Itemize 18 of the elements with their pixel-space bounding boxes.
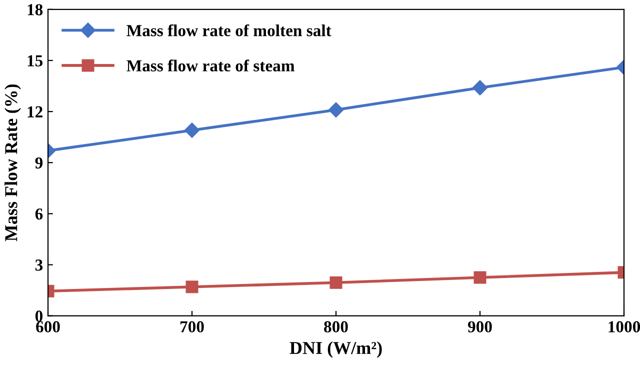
y-tick-label: 18 — [28, 4, 43, 16]
x-tick-label: 1000 — [608, 321, 640, 332]
legend-label: Mass flow rate of steam — [126, 60, 295, 72]
y-tick-label: 12 — [28, 106, 42, 118]
legend-label: Mass flow rate of molten salt — [126, 24, 332, 36]
point — [328, 102, 344, 118]
x-tick-label: 900 — [468, 321, 492, 332]
x-tick-label: 600 — [36, 321, 60, 332]
y-tick-label: 9 — [35, 157, 43, 169]
y-tick-label: 3 — [35, 260, 43, 271]
y-tick-label: 15 — [28, 55, 43, 66]
x-tick-label: 700 — [180, 321, 204, 332]
y-tick-label: 6 — [35, 208, 43, 220]
x-axis-title: DNI (W/m²) — [290, 341, 382, 358]
point — [330, 276, 342, 289]
y-axis-title: Mass Flow Rate (%) — [4, 84, 21, 242]
y-tick-label: 0 — [35, 310, 43, 322]
x-tick-label: 800 — [324, 321, 348, 332]
